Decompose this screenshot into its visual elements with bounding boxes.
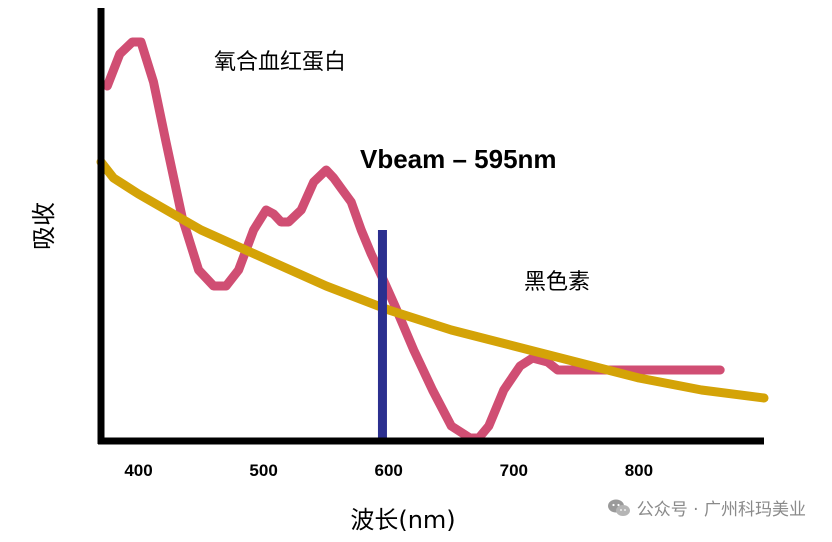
x-tick-label-800: 800 — [625, 461, 653, 480]
series-line-oxyhemoglobin — [102, 37, 725, 443]
watermark-text: 公众号 · 广州科玛美业 — [636, 500, 806, 520]
x-tick-label-600: 600 — [375, 461, 403, 480]
x-axis-label: 波长(nm) — [350, 506, 456, 534]
series-line-melanin — [96, 157, 769, 403]
watermark: 公众号 · 广州科玛美业 — [607, 495, 806, 520]
x-tick-labels: 400 500 600 700 800 — [124, 461, 653, 480]
annotation-melanin: 黑色素 — [524, 270, 591, 295]
x-tick-label-400: 400 — [124, 461, 152, 480]
x-tick-label-700: 700 — [500, 461, 528, 480]
annotation-oxyhemoglobin: 氧合血红蛋白 — [214, 50, 347, 75]
y-axis-label: 吸收 — [30, 202, 58, 250]
x-tick-label-500: 500 — [249, 461, 277, 480]
wechat-icon — [607, 499, 630, 516]
annotation-vbeam: Vbeam – 595nm — [360, 144, 557, 174]
